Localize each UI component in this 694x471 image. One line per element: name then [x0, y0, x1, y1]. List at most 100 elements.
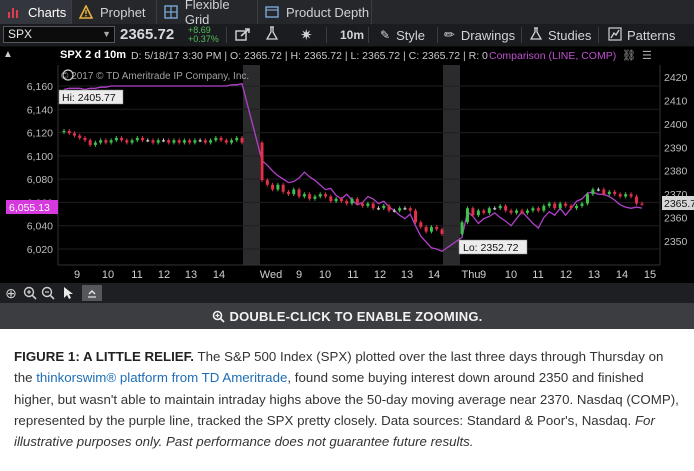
- share-button[interactable]: [235, 24, 251, 46]
- tab-label: Product Depth: [286, 4, 370, 20]
- candle-body: [88, 140, 92, 145]
- candle-body: [214, 137, 218, 141]
- style-label: Style: [396, 27, 425, 43]
- x-tick-label: 14: [213, 269, 225, 281]
- candle-body: [607, 191, 611, 195]
- candle-body: [161, 140, 165, 142]
- comparison-label[interactable]: Comparison (LINE, COMP): [489, 50, 617, 62]
- patterns-button[interactable]: Patterns: [608, 24, 675, 46]
- zoom-hint-bar[interactable]: DOUBLE-CLICK TO ENABLE ZOOMING.: [0, 303, 694, 329]
- ohlc-info: D: 5/18/17 3:30 PM | O: 2365.72 | H: 236…: [131, 50, 488, 62]
- candle-body: [371, 203, 375, 209]
- candle-body: [260, 142, 264, 181]
- candle-body: [240, 137, 244, 143]
- x-tick-label: 13: [401, 269, 413, 281]
- candle-body: [313, 196, 317, 199]
- candle-body: [141, 137, 145, 141]
- candle-body: [193, 140, 197, 143]
- right-tick-label: 2360: [664, 213, 688, 225]
- candle-body: [487, 208, 491, 213]
- chart-area[interactable]: 6,1606,1406,1206,1006,0806,0606,0406,020…: [0, 65, 694, 283]
- x-tick-label: 14: [616, 269, 628, 281]
- candle-body: [629, 194, 633, 197]
- zoom-out-icon[interactable]: [40, 285, 56, 301]
- patterns-icon: [608, 26, 622, 44]
- x-axis-ticks: 9 10 11 12 13 14 Wed 9 10 11 12 13 14 Thu 9 10 11 12 13 14 1…: [74, 269, 656, 281]
- tab-prophet[interactable]: Prophet: [72, 0, 157, 24]
- tab-flexible-grid[interactable]: Flexible Grid: [157, 0, 258, 27]
- candle-body: [440, 229, 444, 234]
- candle-body: [219, 137, 223, 141]
- x-tick-label: 12: [560, 269, 572, 281]
- patterns-label: Patterns: [627, 27, 676, 43]
- candle-body: [99, 140, 103, 143]
- style-button[interactable]: ✎ Style: [380, 24, 425, 46]
- candle-body: [135, 137, 139, 141]
- spx-series: [62, 129, 644, 236]
- candle-body: [167, 140, 171, 143]
- product-depth-icon: [264, 4, 280, 20]
- candle-body: [93, 142, 97, 145]
- collapse-arrow-icon[interactable]: ▲: [3, 49, 13, 60]
- candle-body: [585, 194, 589, 204]
- candle-body: [104, 140, 108, 143]
- info-icon[interactable]: [62, 69, 74, 81]
- symbol-input[interactable]: SPX ▼: [3, 26, 115, 43]
- candle-body: [366, 203, 370, 206]
- candle-body: [345, 201, 349, 204]
- aggregation-selector[interactable]: 10m: [340, 24, 364, 46]
- candle-body: [281, 184, 285, 192]
- price-chart[interactable]: 6,1606,1406,1206,1006,0806,0606,0406,020…: [0, 65, 694, 283]
- x-tick-label: 14: [428, 269, 440, 281]
- style-icon: ✎: [380, 28, 391, 42]
- comp-last-marker: 6,055.13: [6, 200, 58, 214]
- x-tick-label: 9: [480, 269, 486, 281]
- candle-body: [553, 203, 557, 209]
- tab-charts[interactable]: Charts: [0, 0, 72, 24]
- candle-body: [72, 133, 76, 136]
- x-tick-label: 12: [158, 269, 170, 281]
- settings-button[interactable]: ✷: [300, 24, 313, 46]
- pointer-icon[interactable]: [60, 285, 76, 301]
- left-tick-label: 6,160: [27, 81, 53, 93]
- zoom-hint-text: DOUBLE-CLICK TO ENABLE ZOOMING.: [229, 308, 483, 324]
- lo-label: Lo: 2352.72: [458, 239, 528, 255]
- gear-icon: ✷: [300, 27, 313, 44]
- candle-body: [83, 137, 87, 141]
- beaker-button[interactable]: [265, 24, 279, 46]
- caption-link[interactable]: thinkorswim® platform from TD Ameritrade: [36, 370, 288, 386]
- crosshair-icon[interactable]: ⊕: [5, 284, 17, 301]
- candle-body: [151, 140, 155, 143]
- x-tick-label: 11: [347, 269, 358, 281]
- menu-icon[interactable]: ☰: [642, 50, 652, 62]
- expand-panel-icon[interactable]: [82, 285, 102, 301]
- candle-body: [146, 140, 150, 142]
- hi-label: Hi: 2405.77: [58, 89, 124, 105]
- drawings-button[interactable]: ✏ Drawings: [444, 24, 515, 46]
- candle-body: [297, 189, 301, 197]
- tab-bar: Charts Prophet Flexible Grid Product Dep…: [0, 0, 694, 27]
- candle-body: [203, 140, 207, 143]
- candle-body: [493, 208, 497, 210]
- caption-title: FIGURE 1: A LITTLE RELIEF.: [14, 349, 195, 364]
- candle-body: [613, 191, 617, 195]
- right-tick-label: 2400: [664, 119, 688, 131]
- flask-icon: [529, 26, 543, 44]
- studies-label: Studies: [548, 27, 592, 43]
- studies-button[interactable]: Studies: [529, 24, 592, 46]
- caption-disclaimer: For illustrative purposes only. Past per…: [14, 412, 655, 450]
- candle-body: [392, 210, 396, 212]
- overnight-shade: [243, 65, 260, 265]
- left-tick-label: 6,140: [27, 104, 53, 116]
- tab-product-depth[interactable]: Product Depth: [258, 0, 372, 24]
- magnifier-icon: [212, 310, 225, 323]
- left-tick-label: 6,020: [27, 244, 53, 256]
- drawings-label: Drawings: [460, 27, 516, 43]
- link-icon[interactable]: ⛓: [622, 50, 636, 62]
- candle-body: [376, 208, 380, 210]
- candle-body: [515, 210, 519, 213]
- candle-body: [498, 205, 502, 209]
- zoom-in-icon[interactable]: [22, 285, 38, 301]
- candle-body: [465, 208, 469, 223]
